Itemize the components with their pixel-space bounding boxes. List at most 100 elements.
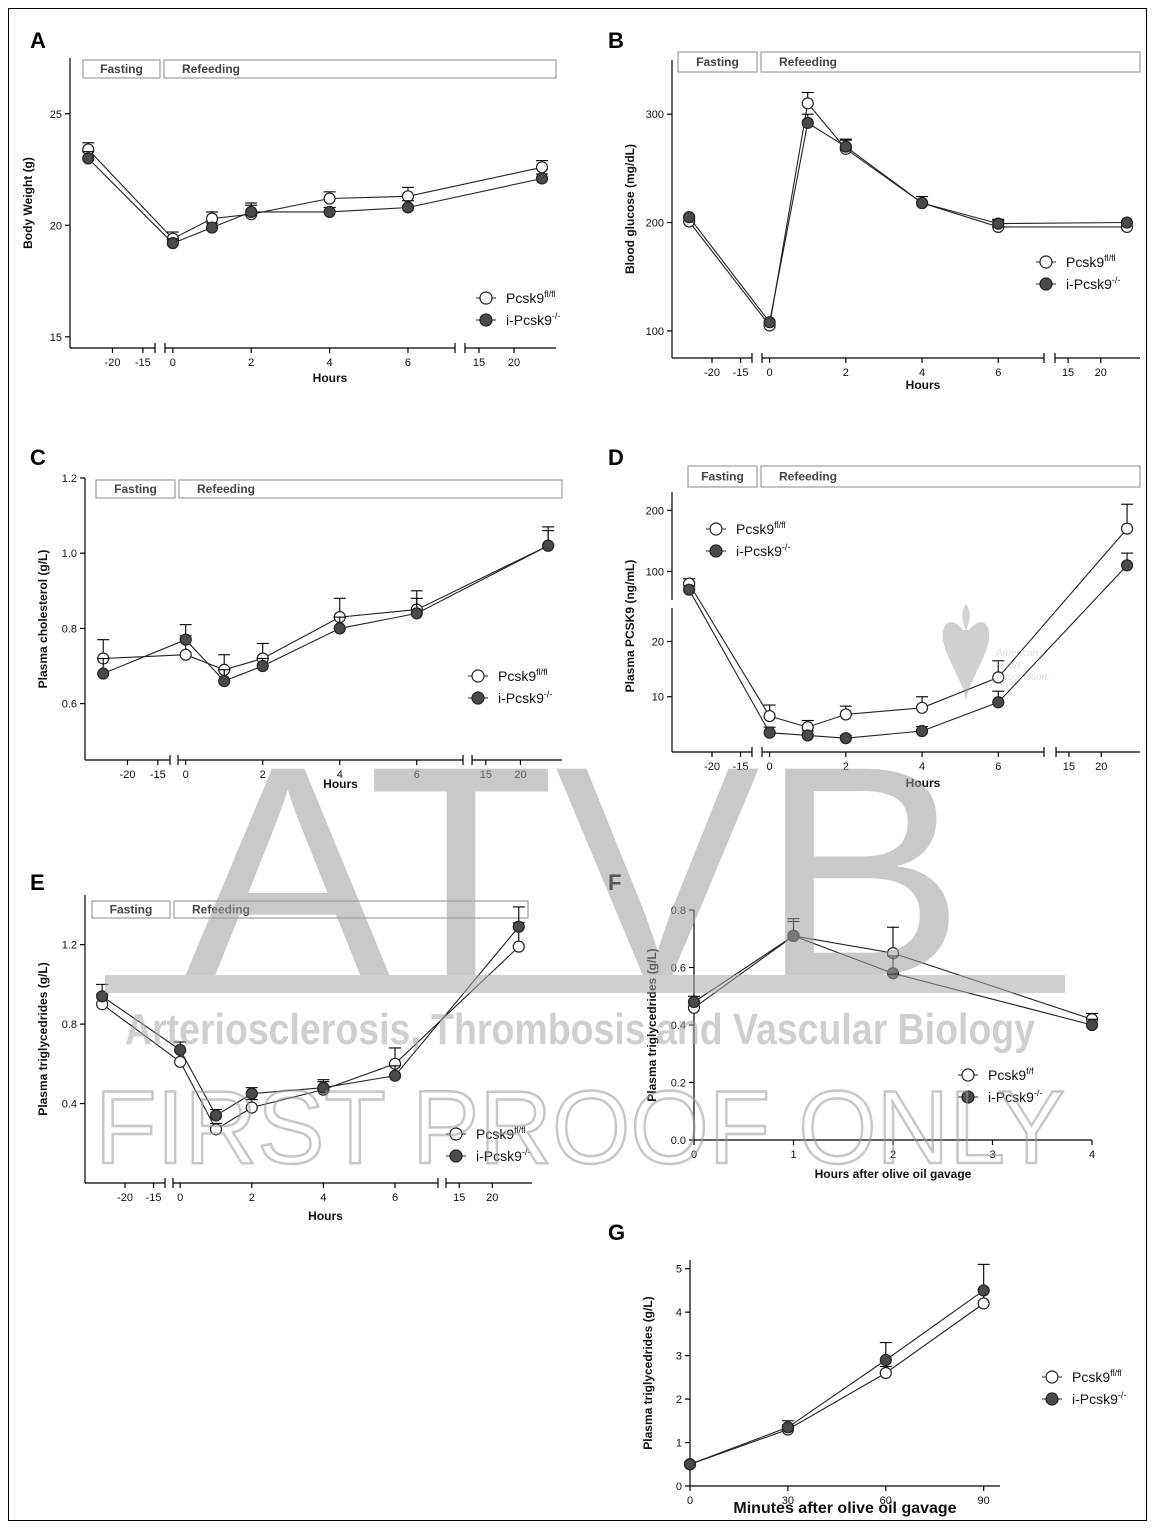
series-i-pcsk9-ko (96, 906, 525, 1122)
data-point (179, 633, 192, 646)
series-line (689, 1289, 985, 1465)
legend-label: i-Pcsk9-/- (988, 1088, 1042, 1105)
data-point (992, 671, 1005, 684)
x-tick-label: -15 (733, 367, 749, 379)
legend-superscript: fl/fl (1110, 1368, 1122, 1378)
legend-label: Pcsk9fl/fl (476, 1125, 526, 1142)
x-tick-label: 20 (508, 357, 520, 369)
y-tick-label: 2 (676, 1394, 682, 1406)
y-tick-label: 200 (646, 505, 664, 517)
panel-letter: A (30, 28, 46, 53)
data-point (245, 205, 258, 219)
watermark-journal: Arteriosclerosis, Thrombosis and Vascula… (125, 1005, 1035, 1054)
data-point (1120, 522, 1134, 535)
legend-name: i-Pcsk9 (988, 1089, 1034, 1105)
legend-label: i-Pcsk9-/- (736, 542, 790, 559)
data-point (1120, 559, 1134, 572)
x-tick-label: 2 (843, 761, 849, 773)
x-axis-title: Hours (313, 371, 348, 385)
x-tick-label: -15 (150, 769, 166, 781)
x-tick-label: -20 (704, 367, 720, 379)
legend-marker (471, 669, 485, 683)
data-point (245, 1087, 258, 1100)
x-tick-label: 0 (177, 1192, 183, 1204)
y-tick-label: 3 (676, 1351, 682, 1363)
legend-marker (709, 522, 723, 536)
x-tick-label: 0 (687, 1495, 693, 1507)
x-tick-label: -20 (120, 769, 136, 781)
data-point (256, 659, 269, 673)
data-point (535, 161, 549, 174)
data-point (82, 152, 95, 165)
data-point (781, 1421, 794, 1434)
x-tick-label: 2 (248, 357, 254, 369)
x-tick-label: 6 (995, 761, 1001, 773)
data-point (401, 201, 415, 214)
x-tick-label: 30 (782, 1495, 794, 1507)
phase-label: Fasting (701, 470, 744, 484)
phase-label: Fasting (696, 55, 739, 69)
x-axis-title: Hours (906, 378, 941, 392)
phase-box-refeeding (173, 900, 529, 919)
data-point (512, 920, 525, 933)
y-tick-label: 10 (652, 692, 664, 704)
y-tick-label: 20 (652, 636, 664, 648)
data-point (333, 622, 346, 635)
data-point (839, 708, 852, 721)
series-line (693, 935, 1093, 1026)
panel-letter: C (30, 445, 46, 470)
panel-letter: G (608, 1220, 625, 1245)
legend-name: Pcsk9 (988, 1067, 1026, 1083)
y-tick-label: 1.2 (62, 940, 77, 952)
x-tick-label: 15 (1062, 367, 1074, 379)
series-line (87, 149, 543, 240)
phase-box-refeeding (163, 59, 557, 79)
legend-label: Pcsk9f/f (988, 1066, 1034, 1083)
data-point (683, 211, 696, 224)
legend-name: Pcsk9 (1066, 254, 1104, 270)
data-point (801, 97, 814, 110)
data-point (410, 607, 423, 620)
panel-letter: B (608, 28, 624, 53)
series-pcsk9-flfl (683, 1289, 990, 1471)
panel-letter: E (30, 870, 45, 895)
data-point (801, 116, 814, 129)
legend-name: Pcsk9 (498, 668, 536, 684)
series-pcsk9-flfl (683, 503, 1134, 734)
series-pcsk9-flfl (82, 142, 549, 245)
data-point (317, 1081, 330, 1094)
x-tick-label: 6 (405, 357, 411, 369)
data-point (535, 172, 549, 185)
legend-marker (1045, 1392, 1059, 1406)
series-i-pcsk9-ko (683, 1263, 990, 1471)
legend-label: i-Pcsk9-/- (506, 311, 560, 328)
y-tick-label: 0 (676, 1481, 682, 1493)
data-point (763, 709, 776, 723)
y-tick-label: 300 (646, 109, 664, 121)
phase-box-refeeding (178, 479, 563, 499)
x-tick-label: 2 (843, 367, 849, 379)
series-line (689, 1303, 985, 1465)
series-pcsk9-flfl (96, 922, 525, 1136)
phase-label: Fasting (110, 903, 153, 917)
x-tick-label: -15 (135, 357, 151, 369)
data-point (763, 316, 776, 329)
x-tick-label: -20 (105, 357, 121, 369)
data-point (245, 1101, 258, 1114)
phase-box-fasting (91, 900, 171, 919)
legend-label: i-Pcsk9-/- (1066, 275, 1120, 292)
legend-superscript: fl/fl (536, 667, 548, 677)
x-tick-label: 6 (995, 367, 1001, 379)
data-point (683, 1458, 697, 1471)
y-tick-label: 0.4 (62, 1099, 77, 1111)
y-tick-label: 0.8 (62, 1019, 77, 1031)
aha-logo-text: Heart (996, 660, 1022, 671)
legend-label: i-Pcsk9-/- (498, 689, 552, 706)
data-point (879, 1366, 892, 1380)
data-point (992, 696, 1005, 709)
legend-superscript: -/- (1112, 275, 1121, 285)
y-axis-title: Plasma PCSK9 (ng/mL) (623, 560, 637, 693)
aha-logo-text: Association. (995, 672, 1050, 683)
